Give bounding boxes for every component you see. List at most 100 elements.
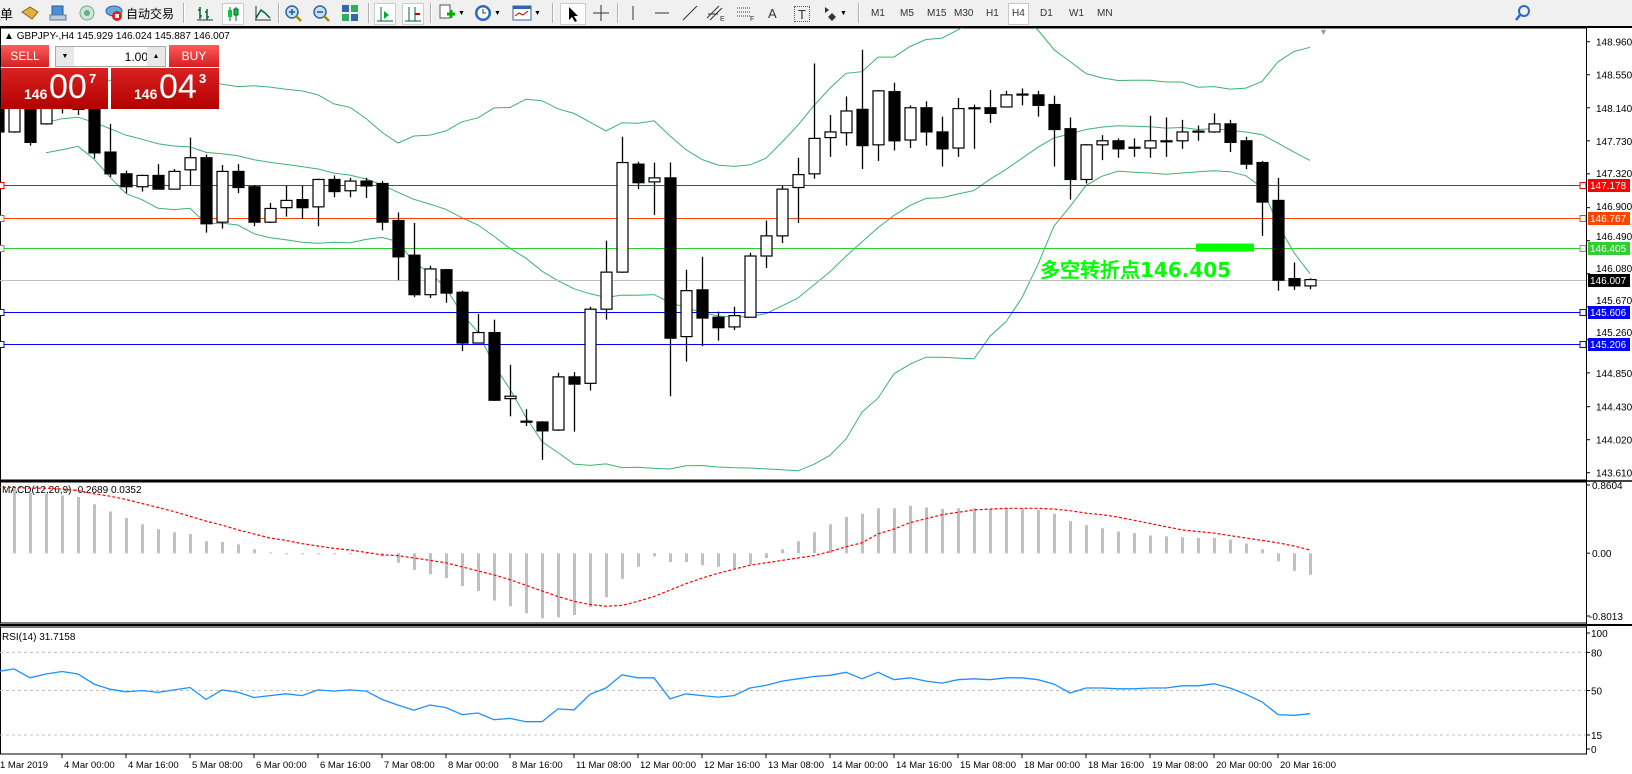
- candle: [680, 269, 693, 362]
- macd-tick-label: 0.8604: [1592, 481, 1623, 492]
- candle: [696, 256, 709, 347]
- timeframe-m5[interactable]: M5: [900, 8, 914, 19]
- timeframe-m30[interactable]: M30: [954, 8, 974, 19]
- new-order-button[interactable]: 单: [0, 6, 14, 22]
- chart-shift-icon[interactable]: [374, 3, 396, 25]
- candle: [568, 372, 581, 432]
- auto-trading-icon: [105, 5, 123, 21]
- horizontal-lines[interactable]: [0, 182, 1587, 348]
- candlestick-icon[interactable]: [222, 3, 244, 25]
- text-label-icon[interactable]: T: [794, 6, 810, 22]
- candle-body-bull: [1208, 123, 1221, 133]
- macd-histogram-bar: [525, 553, 528, 614]
- macd-histogram-bar: [541, 553, 544, 619]
- candle-body-bear: [232, 170, 245, 189]
- templates-button[interactable]: ▼: [512, 3, 541, 23]
- candle: [664, 162, 677, 397]
- line-chart-icon[interactable]: [254, 3, 272, 23]
- line-handle-left[interactable]: [0, 215, 5, 222]
- one-click-trading-panel: SELL ▼ ▲ BUY 146 00 7 146 04 3: [1, 45, 219, 111]
- candle-body-bull: [520, 420, 533, 423]
- macd-histogram-bar: [205, 541, 208, 554]
- line-handle-left[interactable]: [0, 245, 5, 252]
- time-tick-label: 13 Mar 08:00: [768, 760, 824, 771]
- line-handle-right[interactable]: [1579, 245, 1587, 252]
- buy-price-box[interactable]: 146 04 3: [111, 68, 219, 109]
- line-handle-left[interactable]: [0, 341, 5, 348]
- candle: [712, 311, 725, 341]
- macd-histogram-bar: [637, 553, 640, 567]
- lot-decrease-button[interactable]: ▼: [56, 47, 74, 66]
- trendline-icon[interactable]: [681, 3, 699, 23]
- collapse-triangle-icon[interactable]: ▲: [4, 31, 14, 42]
- candle: [952, 98, 965, 157]
- candle-body-bear: [248, 186, 261, 223]
- candle-body-bear: [104, 151, 117, 175]
- lot-increase-button[interactable]: ▲: [147, 47, 165, 66]
- buy-button[interactable]: BUY: [169, 45, 219, 67]
- candle: [968, 104, 981, 149]
- candles: [0, 49, 1317, 460]
- line-handle-right[interactable]: [1579, 215, 1587, 222]
- autoscroll-icon[interactable]: [402, 3, 424, 25]
- vertical-line-icon[interactable]: [628, 3, 638, 23]
- periods-button[interactable]: ▼: [474, 3, 501, 23]
- equidistant-channel-icon[interactable]: E: [705, 3, 727, 23]
- candle-body-bull: [184, 157, 197, 171]
- line-handle-right[interactable]: [1579, 182, 1587, 189]
- candle: [648, 162, 661, 215]
- line-handle-right[interactable]: [1579, 341, 1587, 348]
- macd-histogram-bar: [957, 508, 960, 554]
- text-icon[interactable]: A: [768, 5, 777, 21]
- candle: [1112, 138, 1125, 158]
- fibonacci-icon[interactable]: F: [735, 3, 757, 23]
- y-tick-label: 143.610: [1596, 469, 1632, 480]
- search-icon[interactable]: [1514, 3, 1532, 23]
- candle: [424, 265, 437, 298]
- candle-body-bull: [280, 199, 293, 209]
- timeframe-h4[interactable]: H4: [1008, 3, 1029, 25]
- timeframe-d1[interactable]: D1: [1040, 8, 1053, 19]
- bollinger-bands: [45, 16, 1311, 472]
- candle-body-bear: [120, 173, 133, 188]
- macd-histogram-bar: [29, 493, 32, 554]
- sell-button[interactable]: SELL: [1, 45, 49, 67]
- crosshair-icon[interactable]: [592, 3, 610, 23]
- candle: [88, 103, 101, 159]
- sell-price-box[interactable]: 146 00 7: [1, 68, 108, 109]
- price-line-label: 146.007: [1590, 276, 1627, 287]
- sell-price-sup: 7: [89, 71, 97, 86]
- candle-body-bull: [824, 131, 837, 139]
- folder-icon[interactable]: [20, 3, 40, 23]
- macd-histogram-bar: [813, 532, 816, 554]
- candle: [744, 252, 757, 318]
- arrows-button[interactable]: ▼: [822, 3, 847, 23]
- timeframe-mn[interactable]: MN: [1097, 8, 1113, 19]
- auto-trading-button[interactable]: 自动交易: [104, 3, 174, 23]
- timeframe-m1[interactable]: M1: [871, 8, 885, 19]
- svg-text:E: E: [720, 16, 725, 22]
- signal-icon[interactable]: [77, 3, 97, 23]
- horizontal-line-icon[interactable]: [653, 3, 671, 23]
- zoom-in-icon[interactable]: [284, 3, 304, 23]
- candle-body-bull: [344, 180, 357, 192]
- line-handle-left[interactable]: [0, 309, 5, 316]
- indicators-button[interactable]: ▼: [438, 3, 465, 23]
- timeframe-w1[interactable]: W1: [1069, 8, 1084, 19]
- tile-windows-icon[interactable]: [341, 3, 359, 23]
- line-handle-left[interactable]: [0, 182, 5, 189]
- terminal-icon[interactable]: [48, 3, 68, 23]
- bar-chart-icon[interactable]: [196, 3, 214, 23]
- candle: [1032, 90, 1045, 117]
- macd-histogram-bar: [1229, 539, 1232, 554]
- macd-histogram-bar: [749, 553, 752, 565]
- chart-shift-marker-icon[interactable]: [1321, 30, 1326, 35]
- timeframe-h1[interactable]: H1: [986, 8, 999, 19]
- timeframe-m15[interactable]: M15: [927, 8, 947, 19]
- cursor-icon[interactable]: [560, 3, 586, 25]
- line-handle-right[interactable]: [1579, 309, 1587, 316]
- lot-input[interactable]: [75, 47, 151, 66]
- macd-histogram-bar: [477, 553, 480, 591]
- zoom-out-icon[interactable]: [312, 3, 332, 23]
